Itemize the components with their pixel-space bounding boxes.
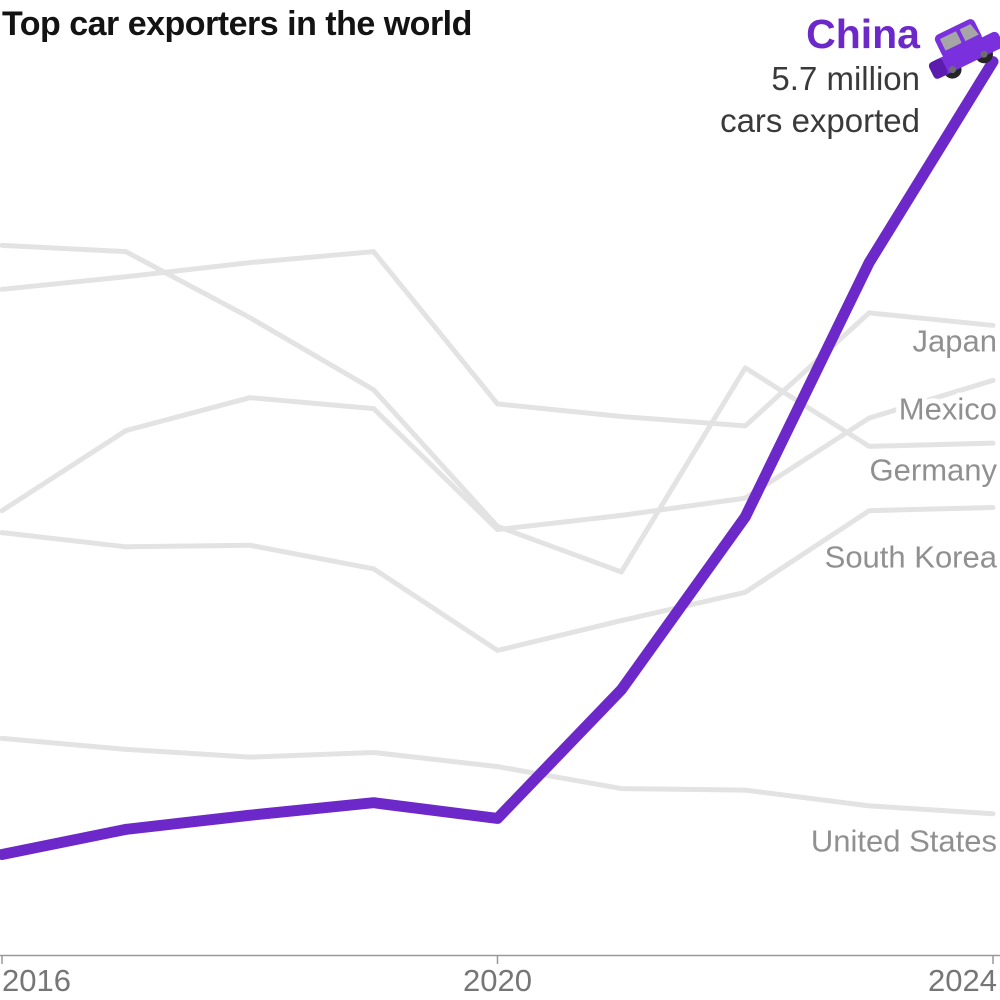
- car-side-window: [940, 31, 962, 51]
- car-body: [929, 31, 1000, 79]
- car-windshield: [959, 24, 979, 42]
- china-annotation-country: China: [806, 11, 920, 57]
- series-line-germany: [0, 242, 996, 575]
- series-line-south-korea: [0, 505, 996, 653]
- china-annotation-value-line1: 5.7 million: [771, 60, 920, 97]
- page-title: Top car exporters in the world: [2, 5, 472, 43]
- china-annotation-value-line2: cars exported: [720, 102, 920, 139]
- series-line-japan: [0, 249, 996, 429]
- series-label-south-korea: South Korea: [825, 540, 998, 575]
- x-axis-tick-label-2016: 2016: [2, 963, 71, 998]
- car-front-panel: [928, 58, 948, 79]
- series-line-china: [0, 56, 999, 861]
- series-label-united-states: United States: [811, 824, 997, 859]
- series-end-labels: Japan Mexico Germany South Korea United Stat…: [806, 319, 1000, 864]
- china-series-line: [0, 56, 999, 861]
- china-car-icon: [928, 19, 1000, 79]
- series-label-mexico: Mexico: [899, 392, 997, 427]
- china-annotation: China 5.7 million cars exported: [720, 10, 920, 142]
- x-axis-tick-label-2020: 2020: [463, 963, 532, 998]
- car-rear-hub: [949, 66, 957, 74]
- series-label-japan: Japan: [913, 324, 997, 359]
- x-axis: 2016 2020 2024: [0, 954, 1000, 998]
- x-axis-tick-label-2024: 2024: [928, 963, 997, 998]
- background-series-lines: [0, 242, 996, 817]
- series-line-united-states: [0, 735, 996, 817]
- series-line-mexico: [0, 377, 996, 533]
- series-label-germany: Germany: [870, 453, 998, 488]
- car-front-hub: [980, 50, 988, 58]
